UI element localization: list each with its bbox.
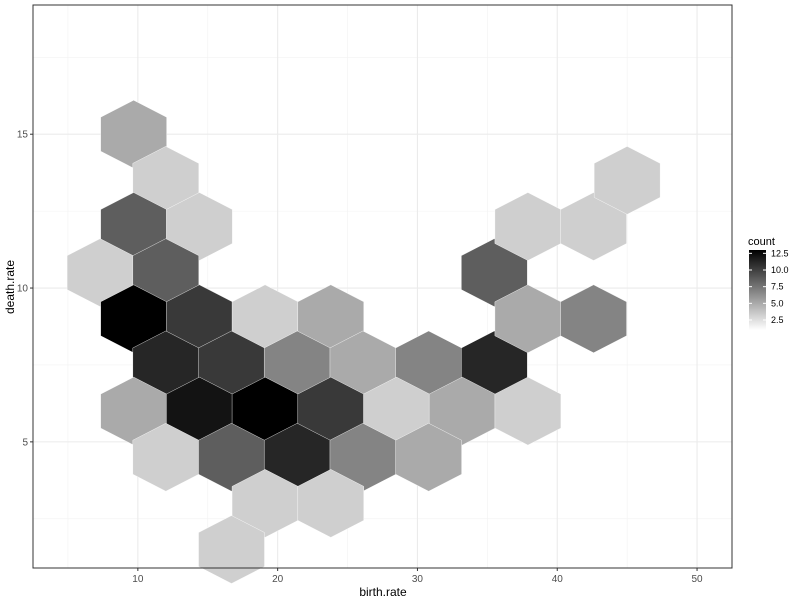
legend-tick-label: 12.5 [771, 248, 789, 258]
y-tick-label: 15 [17, 130, 29, 141]
legend-colorbar [749, 250, 766, 330]
legend-tick-label: 7.5 [771, 282, 784, 292]
x-tick-label: 30 [412, 574, 424, 585]
hex-bin [494, 376, 562, 446]
hex-bin [395, 423, 462, 492]
hex-bin [198, 515, 265, 584]
x-tick-label: 20 [272, 574, 284, 585]
x-axis-title: birth.rate [359, 585, 407, 599]
legend-tick-label: 2.5 [771, 315, 784, 325]
y-tick-label: 5 [22, 437, 28, 448]
x-tick-label: 10 [132, 574, 144, 585]
x-tick-label: 50 [691, 574, 703, 585]
plot-panel-border [32, 4, 733, 569]
hex-bin [560, 284, 627, 354]
x-axis: 10 20 30 40 50 [132, 568, 703, 585]
hex-bin [297, 469, 364, 538]
legend-tick-label: 5.0 [771, 298, 784, 308]
hex-bins [66, 99, 661, 584]
legend-tick-label: 10.0 [771, 265, 789, 275]
legend-title: count [748, 236, 775, 248]
y-axis-title: death.rate [3, 260, 17, 314]
y-axis: 5 10 15 [17, 130, 33, 448]
hex-bin [166, 192, 233, 261]
x-tick-label: 40 [552, 574, 564, 585]
legend-ticks: 2.5 5.0 7.5 10.0 12.5 [749, 248, 789, 325]
legend: count 2.5 5.0 7.5 10.0 12.5 [748, 236, 789, 330]
hex-bin [593, 146, 661, 215]
y-tick-label: 10 [17, 284, 29, 295]
